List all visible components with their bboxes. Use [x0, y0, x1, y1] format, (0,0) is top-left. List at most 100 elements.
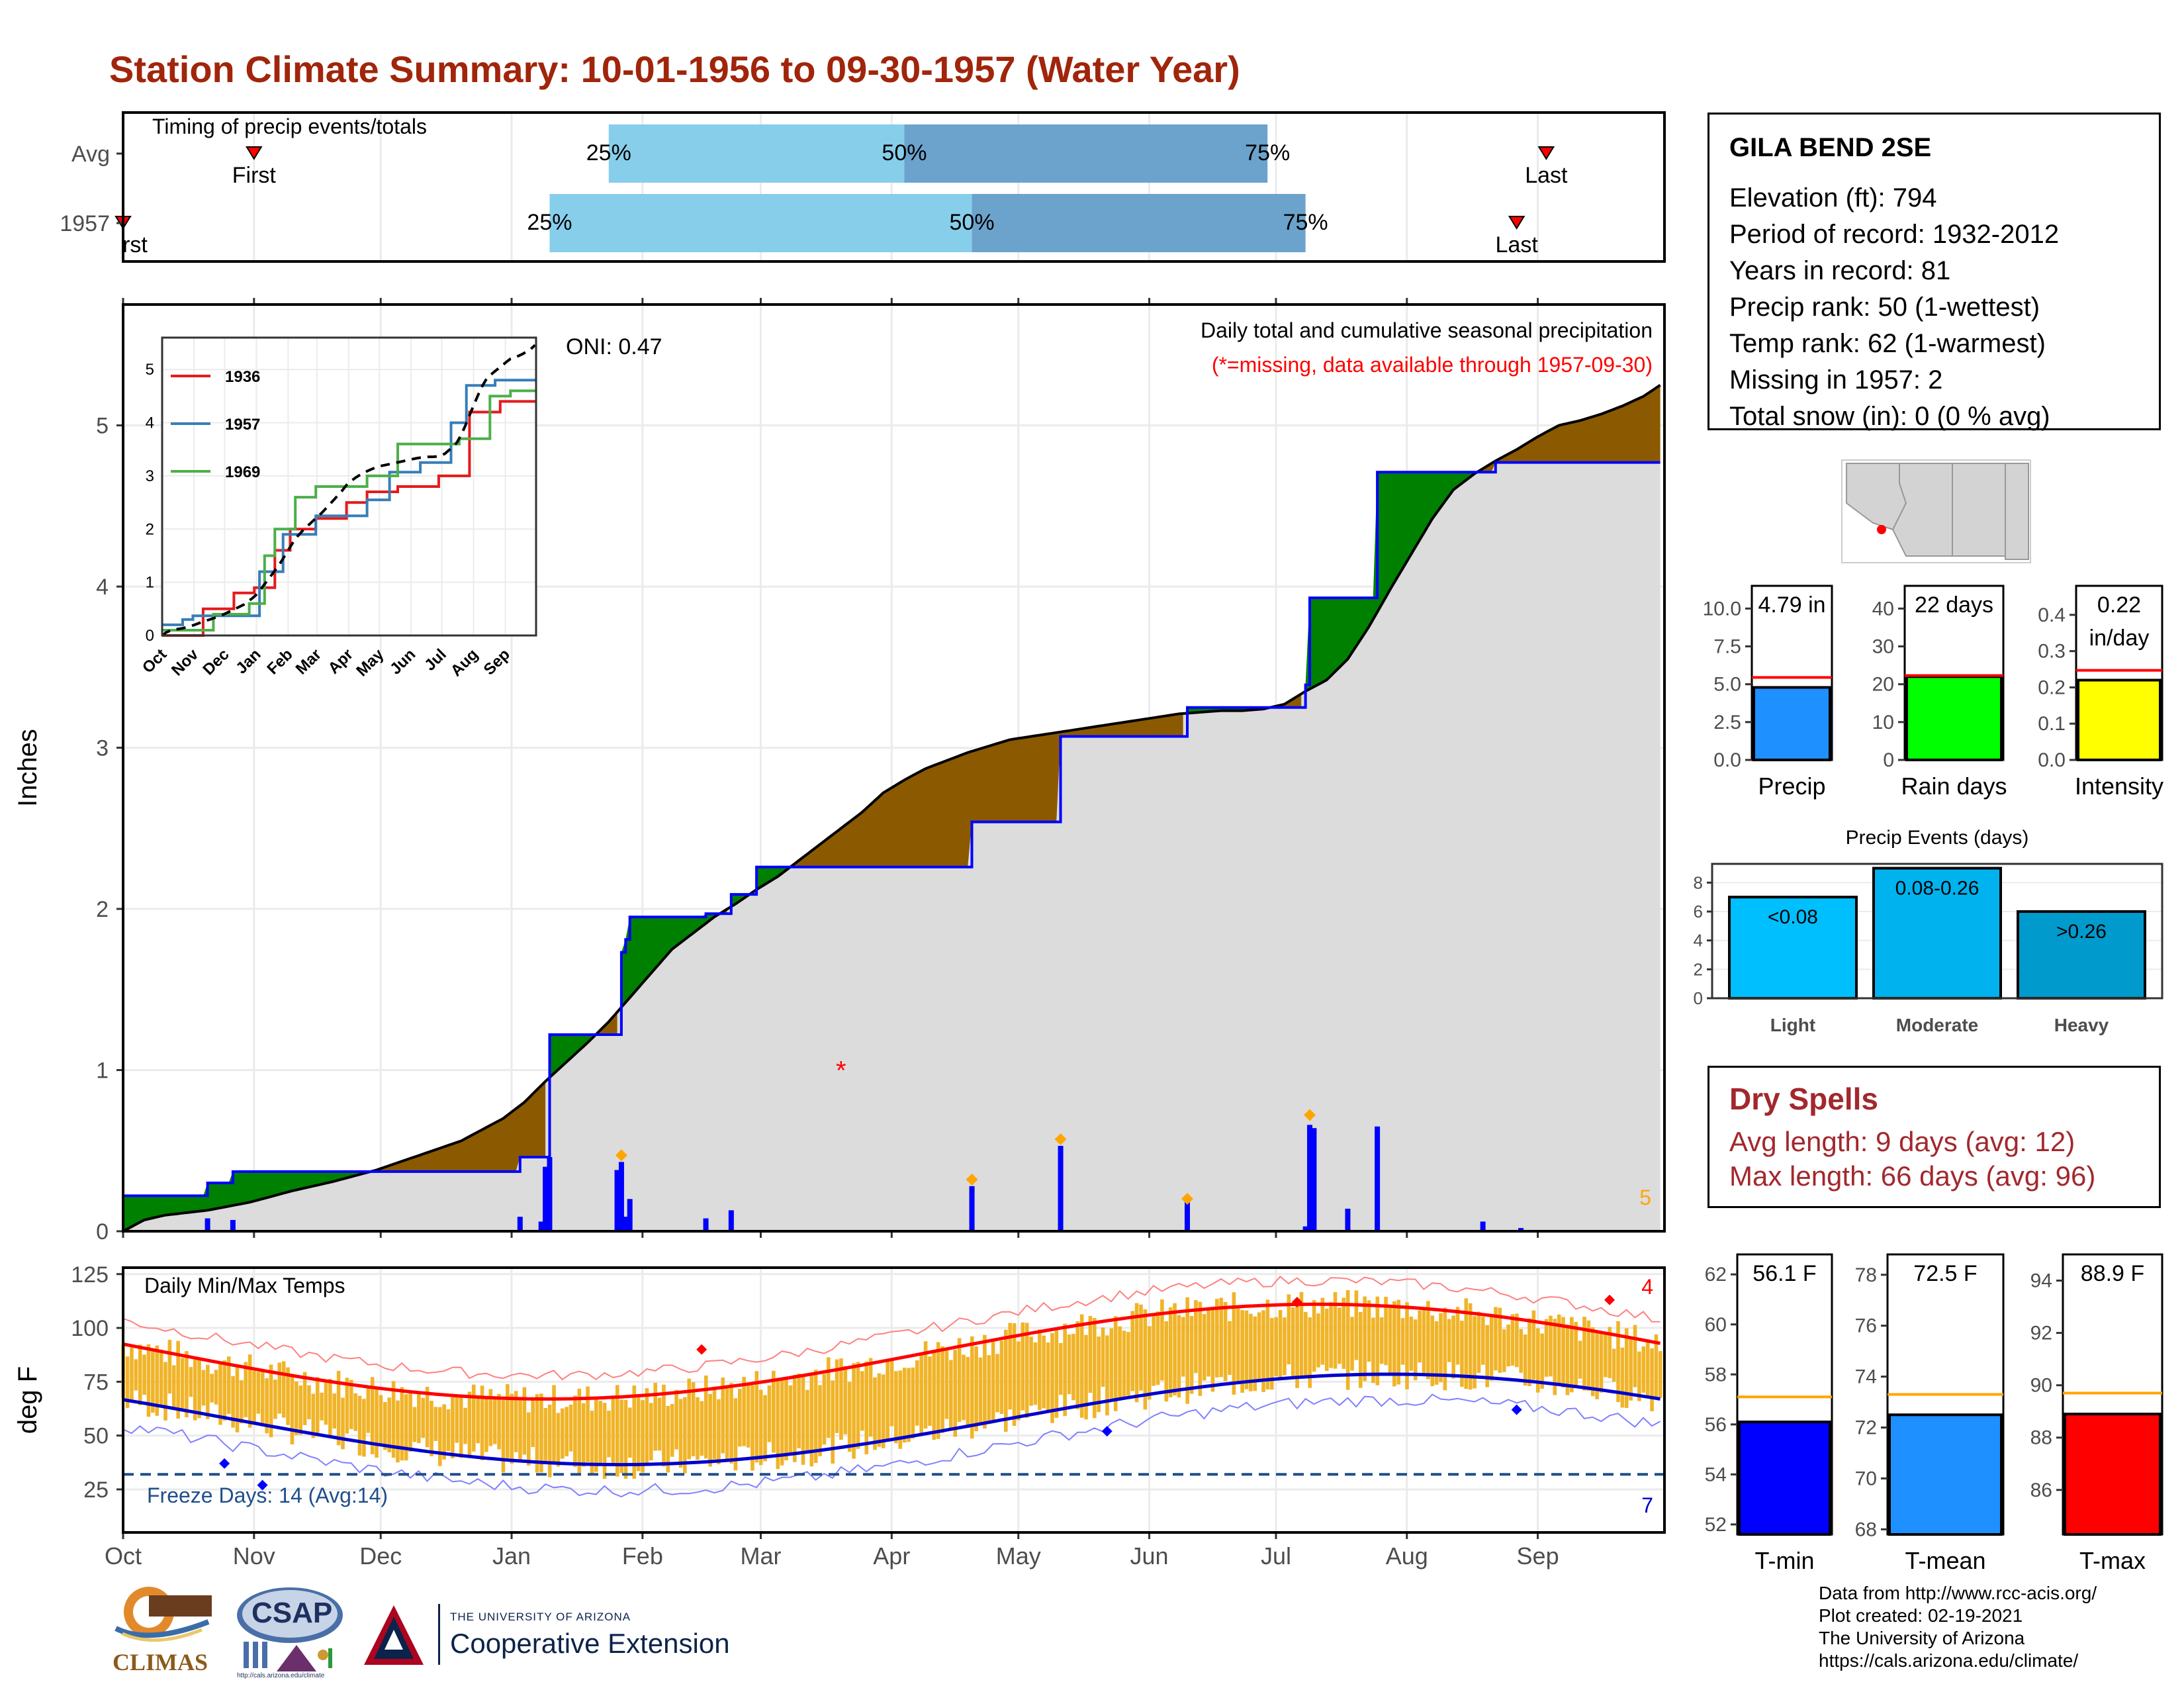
- tmin-tick-label: 62: [1705, 1264, 1727, 1286]
- daily-temp-bar: [1557, 1314, 1561, 1385]
- daily-precip-bar: [627, 1199, 633, 1231]
- daily-temp-bar: [1502, 1329, 1506, 1372]
- record-high-marker-icon: [1291, 1297, 1302, 1308]
- daily-temp-bar: [1498, 1307, 1502, 1373]
- daily-temp-bar: [1650, 1348, 1654, 1411]
- daily-precip-bar: [1307, 1125, 1313, 1231]
- temps-ytick-label: 75: [83, 1370, 109, 1395]
- daily-temp-bar: [1316, 1313, 1320, 1368]
- daily-temp-bar: [526, 1412, 531, 1466]
- daily-temp-bar: [776, 1378, 780, 1470]
- daily-temp-bar: [286, 1367, 290, 1425]
- daily-temp-bar: [1604, 1334, 1608, 1378]
- daily-temp-bar: [357, 1395, 362, 1456]
- month-label: Feb: [622, 1542, 663, 1570]
- daily-temp-bar: [1215, 1299, 1219, 1378]
- daily-temp-bar: [991, 1342, 995, 1421]
- daily-temp-bar: [260, 1372, 265, 1427]
- daily-temp-bar: [1358, 1312, 1363, 1388]
- daily-temp-bar: [1641, 1346, 1646, 1393]
- tmax-tick-label: 88: [2030, 1427, 2052, 1449]
- daily-temp-bar: [324, 1382, 328, 1425]
- tmax-tick-label: 92: [2030, 1323, 2052, 1344]
- daily-temp-bar: [451, 1397, 455, 1458]
- daily-temp-bar: [712, 1386, 717, 1460]
- daily-temp-bar: [472, 1384, 476, 1452]
- tmin-tick-label: 58: [1705, 1364, 1727, 1385]
- dry-spells-avg: Avg length: 9 days (avg: 12): [1729, 1126, 2075, 1157]
- month-label: Oct: [105, 1542, 142, 1570]
- daily-temp-bar: [1308, 1317, 1312, 1388]
- daily-temp-bar: [953, 1350, 958, 1437]
- daily-temp-bar: [678, 1399, 683, 1468]
- daily-temp-bar: [1586, 1320, 1591, 1391]
- daily-temp-bar: [539, 1393, 543, 1473]
- daily-temp-bar: [957, 1338, 962, 1423]
- daily-temp-bar: [1468, 1303, 1473, 1390]
- daily-temp-bar: [171, 1365, 176, 1411]
- daily-temp-bar: [1042, 1335, 1046, 1409]
- daily-temp-bar: [826, 1357, 831, 1438]
- month-label: Sep: [1517, 1542, 1559, 1570]
- daily-temp-bar: [408, 1392, 412, 1452]
- daily-temp-bar: [767, 1385, 772, 1442]
- event-peak-marker-icon: [966, 1173, 978, 1186]
- daily-temp-bar: [561, 1408, 565, 1459]
- daily-temp-bar: [801, 1376, 805, 1465]
- daily-precip-bar: [969, 1186, 975, 1231]
- rain-days-value-label: 22 days: [1915, 592, 1993, 618]
- credit-line: Data from http://www.rcc-acis.org/: [1819, 1583, 2097, 1603]
- station-line: Missing in 1957: 2: [1729, 365, 1943, 395]
- daily-temp-bar: [1379, 1317, 1384, 1364]
- rain-days-bar: [1905, 675, 2003, 762]
- daily-temp-bar: [1608, 1327, 1612, 1378]
- precip-ytick-label: 3: [96, 736, 109, 761]
- daily-precip-bar: [517, 1217, 523, 1231]
- daily-temp-bar: [476, 1398, 480, 1444]
- daily-temp-bar: [417, 1393, 421, 1444]
- tmin-value-label: 56.1 F: [1752, 1261, 1816, 1286]
- tmean-gauge: 68 70 72 74 76 78 72.5 F T-mean: [1855, 1253, 2005, 1574]
- daily-temp-bar: [1236, 1307, 1240, 1385]
- daily-temp-bar: [1510, 1314, 1515, 1366]
- daily-temp-bar: [1003, 1329, 1008, 1432]
- daily-temp-bar: [611, 1398, 615, 1464]
- daily-temp-bar: [962, 1354, 966, 1421]
- precip-ytick-label: 2: [96, 897, 109, 922]
- daily-temp-bar: [1269, 1318, 1274, 1390]
- daily-temp-bar: [543, 1408, 548, 1462]
- daily-temp-bar: [159, 1349, 163, 1407]
- daily-temp-bar: [176, 1340, 180, 1419]
- daily-precip-bar: [543, 1166, 549, 1231]
- daily-temp-bar: [248, 1354, 252, 1428]
- record-low-marker-icon: [219, 1458, 230, 1469]
- daily-temp-bar: [201, 1370, 206, 1406]
- tmax-tick-label: 94: [2030, 1270, 2052, 1292]
- daily-precip-bar: [1302, 1226, 1308, 1231]
- daily-temp-bar: [733, 1398, 738, 1471]
- first-label: rst: [122, 232, 148, 258]
- daily-temp-bar: [751, 1385, 754, 1471]
- record-low-marker-icon: [257, 1479, 268, 1491]
- daily-temp-bar: [1392, 1301, 1396, 1387]
- inset-ytick-label: 5: [146, 361, 154, 379]
- inset-ytick-label: 1: [146, 574, 154, 592]
- daily-temp-bar: [1523, 1334, 1527, 1386]
- rain-days-tick-label: 30: [1872, 635, 1894, 657]
- daily-temp-bar: [923, 1341, 928, 1429]
- daily-temp-bar: [843, 1366, 848, 1434]
- daily-precip-bar: [728, 1210, 734, 1231]
- daily-temp-bar: [265, 1378, 269, 1434]
- daily-temp-bar: [1338, 1307, 1342, 1364]
- daily-temp-bar: [391, 1381, 396, 1458]
- daily-temp-bar: [1092, 1318, 1097, 1419]
- daily-temp-bar: [623, 1399, 628, 1479]
- daily-temp-bar: [725, 1385, 729, 1460]
- station-line: Precip rank: 50 (1-wettest): [1729, 293, 2040, 322]
- timing-panel: 25% 50% 75% First Last Avg 25% 50% 75% rst Last 195…: [60, 111, 1666, 263]
- daily-temp-bar: [1101, 1327, 1105, 1387]
- intensity-tick-label: 0.2: [2038, 677, 2066, 698]
- temps-border: [122, 1266, 1666, 1534]
- event-peak-marker-icon: [1181, 1193, 1193, 1205]
- timing-p75-label: 75%: [1283, 210, 1328, 235]
